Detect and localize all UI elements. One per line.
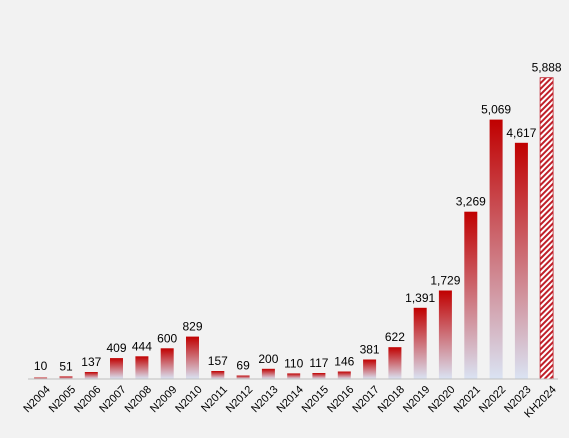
bar-n2014: [287, 373, 301, 379]
data-label-n2008: 444: [132, 339, 152, 353]
bar-n2006: [84, 372, 98, 379]
data-label-n2023: 4,617: [506, 126, 536, 140]
data-label-kh2024: 5,888: [532, 61, 562, 75]
bars-group: [34, 77, 554, 380]
data-label-n2012: 69: [236, 359, 250, 373]
bar-n2019: [413, 307, 427, 379]
data-labels-group: 10 51 137 409 444 600 829 157 69 200 110 117 146 381 6…: [34, 61, 562, 374]
bar-n2004: [34, 377, 48, 379]
bar-n2013: [261, 368, 275, 379]
bar-n2007: [110, 358, 123, 379]
bar-n2021: [464, 211, 478, 379]
data-label-n2022: 5,069: [481, 103, 511, 117]
bar-n2010: [186, 336, 199, 379]
bar-kh2024: [539, 77, 554, 380]
bar-n2022: [489, 119, 503, 379]
data-label-n2017: 381: [360, 343, 380, 357]
data-label-n2006: 137: [81, 355, 101, 369]
bar-n2017: [363, 359, 377, 379]
bar-n2016: [337, 371, 351, 379]
bar-n2005: [59, 376, 73, 379]
data-label-n2014: 110: [284, 356, 303, 370]
data-label-n2007: 409: [106, 341, 126, 355]
data-label-n2010: 829: [182, 320, 202, 334]
data-label-n2009: 600: [157, 331, 177, 345]
bar-n2008: [135, 356, 149, 379]
bar-n2018: [388, 347, 402, 379]
data-label-n2016: 146: [334, 355, 354, 369]
data-label-n2015: 117: [309, 356, 328, 370]
data-label-n2018: 622: [385, 330, 405, 344]
bar-n2009: [160, 348, 174, 379]
data-label-n2021: 3,269: [456, 195, 486, 209]
data-label-n2011: 157: [208, 354, 228, 368]
bar-n2012: [236, 375, 250, 379]
data-label-n2004: 10: [34, 359, 48, 373]
bar-n2015: [312, 373, 326, 379]
data-label-n2019: 1,391: [405, 291, 435, 305]
data-label-n2020: 1,729: [430, 274, 460, 288]
data-label-n2013: 200: [258, 352, 278, 366]
bar-n2023: [514, 142, 528, 379]
data-label-n2005: 51: [59, 359, 73, 373]
bar-n2011: [211, 371, 225, 379]
bar-n2020: [438, 290, 452, 379]
